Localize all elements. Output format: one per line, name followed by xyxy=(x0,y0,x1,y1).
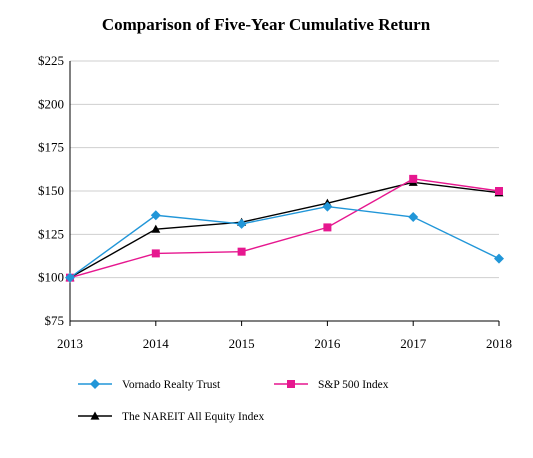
data-point-the-nareit-all-equity-index xyxy=(151,224,161,233)
data-point-s-p-500-index xyxy=(409,174,418,183)
chart-title: Comparison of Five-Year Cumulative Retur… xyxy=(102,15,431,34)
x-tick-label: 2018 xyxy=(486,336,512,351)
legend-label: The NAREIT All Equity Index xyxy=(122,411,264,423)
y-tick-label: $125 xyxy=(38,226,64,241)
legend-marker xyxy=(90,379,100,389)
legend-item-s-p-500-index: S&P 500 Index xyxy=(274,379,389,391)
series-group xyxy=(65,174,504,283)
data-point-vornado-realty-trust xyxy=(65,272,75,283)
legend-marker xyxy=(90,411,100,420)
legend-item-vornado-realty-trust: Vornado Realty Trust xyxy=(78,379,221,391)
y-tick-label: $150 xyxy=(38,183,64,198)
legend: Vornado Realty Trust S&P 500 Index The NAR… xyxy=(78,379,389,423)
series-vornado-realty-trust xyxy=(65,201,504,283)
data-point-vornado-realty-trust xyxy=(236,218,247,229)
data-point-s-p-500-index xyxy=(151,249,160,258)
series-line-the-nareit-all-equity-index xyxy=(69,181,500,279)
x-tick-label: 2013 xyxy=(57,336,83,351)
y-tick-label: $100 xyxy=(38,270,64,285)
series-line-vornado-realty-trust xyxy=(69,205,500,279)
data-point-s-p-500-index xyxy=(237,247,246,256)
axes xyxy=(69,61,500,326)
y-tick-label: $175 xyxy=(38,140,64,155)
data-point-s-p-500-index xyxy=(495,187,503,195)
x-tick-label: 2016 xyxy=(314,336,341,351)
legend-marker xyxy=(287,380,295,388)
x-tick-label: 2015 xyxy=(229,336,255,351)
data-point-vornado-realty-trust xyxy=(322,201,333,212)
tick-labels: $75 $100 $125 $150 $175 $200 $225 2013 2014 2015 2… xyxy=(38,53,512,351)
data-point-vornado-realty-trust xyxy=(494,253,504,264)
x-tick-label: 2017 xyxy=(400,336,427,351)
grid-lines xyxy=(70,60,499,279)
y-tick-label: $225 xyxy=(38,53,64,68)
data-point-vornado-realty-trust xyxy=(150,210,161,221)
series-line-s-p-500-index xyxy=(69,178,500,279)
data-point-s-p-500-index xyxy=(323,223,332,232)
data-point-vornado-realty-trust xyxy=(408,212,419,222)
legend-label: Vornado Realty Trust xyxy=(122,379,221,391)
x-tick-label: 2014 xyxy=(143,336,170,351)
y-tick-label: $200 xyxy=(38,96,64,111)
y-tick-label: $75 xyxy=(45,313,65,328)
legend-item-the-nareit-all-equity-index: The NAREIT All Equity Index xyxy=(78,411,264,423)
legend-label: S&P 500 Index xyxy=(318,379,389,391)
